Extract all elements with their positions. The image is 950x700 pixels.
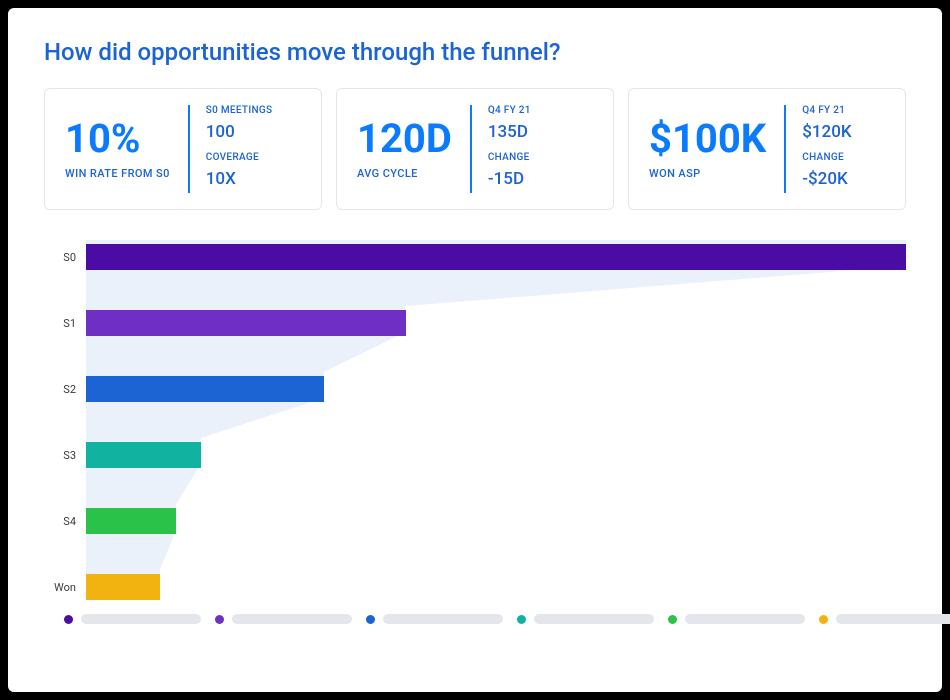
legend-dot <box>215 615 224 624</box>
funnel-bar-track <box>86 310 906 336</box>
kpi-card-1: 120D AVG CYCLE Q4 FY 21 135D CHANGE -15D <box>336 88 614 210</box>
kpi-row: 10% WIN RATE FROM S0 S0 MEETINGS 100 COVERAG… <box>44 88 906 210</box>
legend-dot <box>64 615 73 624</box>
funnel-chart: S0 S1 S2 S3 S4 Won <box>44 240 906 596</box>
funnel-stage-label: S2 <box>44 383 86 396</box>
dashboard-frame: How did opportunities move through the f… <box>8 8 942 692</box>
funnel-row-s4: S4 <box>44 508 906 534</box>
legend-dot <box>366 615 375 624</box>
legend-placeholder <box>685 614 805 624</box>
kpi-side-value: 10X <box>206 169 273 189</box>
legend-placeholder <box>81 614 201 624</box>
legend-item-s2 <box>366 614 503 624</box>
kpi-value: $100K <box>649 119 766 159</box>
funnel-stage-label: S3 <box>44 449 86 462</box>
kpi-side-value: -15D <box>488 169 531 189</box>
legend-placeholder <box>383 614 503 624</box>
kpi-side-value: -$20K <box>802 169 851 189</box>
legend-placeholder <box>534 614 654 624</box>
kpi-value: 120D <box>357 119 452 159</box>
funnel-bar <box>86 310 406 336</box>
legend-placeholder <box>836 614 950 624</box>
kpi-side: S0 MEETINGS 100 COVERAGE 10X <box>188 105 273 193</box>
funnel-bar <box>86 244 906 270</box>
funnel-row-s2: S2 <box>44 376 906 402</box>
funnel-bar <box>86 442 201 468</box>
funnel-rows: S0 S1 S2 S3 S4 Won <box>44 240 906 600</box>
kpi-side-label: S0 MEETINGS <box>206 105 273 116</box>
funnel-row-won: Won <box>44 574 906 600</box>
kpi-value: 10% <box>65 119 170 159</box>
funnel-stage-label: S4 <box>44 515 86 528</box>
funnel-bar <box>86 574 160 600</box>
kpi-side-label: COVERAGE <box>206 152 273 163</box>
legend-item-s1 <box>215 614 352 624</box>
legend-dot <box>517 615 526 624</box>
funnel-bar-track <box>86 376 906 402</box>
kpi-main: 10% WIN RATE FROM S0 <box>65 119 188 180</box>
legend-item-s4 <box>668 614 805 624</box>
kpi-side-value: 100 <box>206 122 273 142</box>
kpi-side-label: CHANGE <box>802 152 851 163</box>
funnel-row-s0: S0 <box>44 244 906 270</box>
funnel-stage-label: Won <box>44 581 86 594</box>
funnel-bar <box>86 508 176 534</box>
legend-placeholder <box>232 614 352 624</box>
kpi-label: WON ASP <box>649 167 766 180</box>
kpi-side-label: CHANGE <box>488 152 531 163</box>
legend-item-s0 <box>64 614 201 624</box>
kpi-main: 120D AVG CYCLE <box>357 119 470 180</box>
kpi-side-label: Q4 FY 21 <box>802 105 851 116</box>
funnel-bar-track <box>86 442 906 468</box>
kpi-card-0: 10% WIN RATE FROM S0 S0 MEETINGS 100 COVERAG… <box>44 88 322 210</box>
kpi-side-value: 135D <box>488 122 531 142</box>
legend-dot <box>668 615 677 624</box>
kpi-label: AVG CYCLE <box>357 167 452 180</box>
funnel-stage-label: S1 <box>44 317 86 330</box>
kpi-side-label: Q4 FY 21 <box>488 105 531 116</box>
kpi-main: $100K WON ASP <box>649 119 784 180</box>
legend-item-s3 <box>517 614 654 624</box>
kpi-side: Q4 FY 21 $120K CHANGE -$20K <box>784 105 851 193</box>
page-title: How did opportunities move through the f… <box>44 38 906 66</box>
legend-item-won <box>819 614 950 624</box>
funnel-row-s3: S3 <box>44 442 906 468</box>
funnel-bar <box>86 376 324 402</box>
legend-dot <box>819 615 828 624</box>
funnel-bar-track <box>86 508 906 534</box>
funnel-stage-label: S0 <box>44 251 86 264</box>
funnel-bar-track <box>86 244 906 270</box>
legend <box>44 614 906 624</box>
funnel-row-s1: S1 <box>44 310 906 336</box>
kpi-side-value: $120K <box>802 122 851 142</box>
funnel-bar-track <box>86 574 906 600</box>
kpi-side: Q4 FY 21 135D CHANGE -15D <box>470 105 531 193</box>
kpi-label: WIN RATE FROM S0 <box>65 167 170 180</box>
kpi-card-2: $100K WON ASP Q4 FY 21 $120K CHANGE -$20K <box>628 88 906 210</box>
